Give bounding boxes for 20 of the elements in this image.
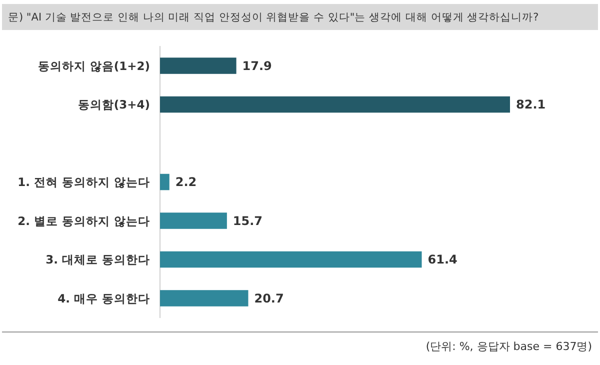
y-tick-label: 4. 매우 동의한다 [58, 291, 150, 306]
chart-title: 문) "AI 기술 발전으로 인해 나의 미래 직업 안정성이 위협받을 수 있다"는 생각에 대해 어떻게 생각하십니까? [8, 12, 539, 24]
y-tick-label: 1. 전혀 동의하지 않는다 [18, 175, 150, 190]
data-label: 82.1 [516, 98, 546, 112]
y-tick-label: 2. 별로 동의하지 않는다 [18, 214, 150, 228]
data-label: 20.7 [254, 291, 284, 306]
bar [160, 212, 227, 229]
text: (단위: %, 응답자 base = 637명) [426, 340, 592, 353]
bar [160, 251, 422, 268]
y-tick-label: 동의하지 않음(1+2) [38, 58, 150, 73]
bar [160, 290, 248, 306]
bar [160, 174, 170, 190]
bar [160, 96, 510, 113]
data-label: 61.4 [428, 252, 458, 267]
y-tick-label: 3. 대체로 동의한다 [46, 252, 150, 267]
data-label: 2.2 [175, 175, 197, 190]
bar [160, 58, 236, 74]
data-label: 17.9 [242, 58, 272, 73]
data-label: 15.7 [232, 214, 263, 228]
y-tick-label: 동의함(3+4) [78, 98, 150, 112]
